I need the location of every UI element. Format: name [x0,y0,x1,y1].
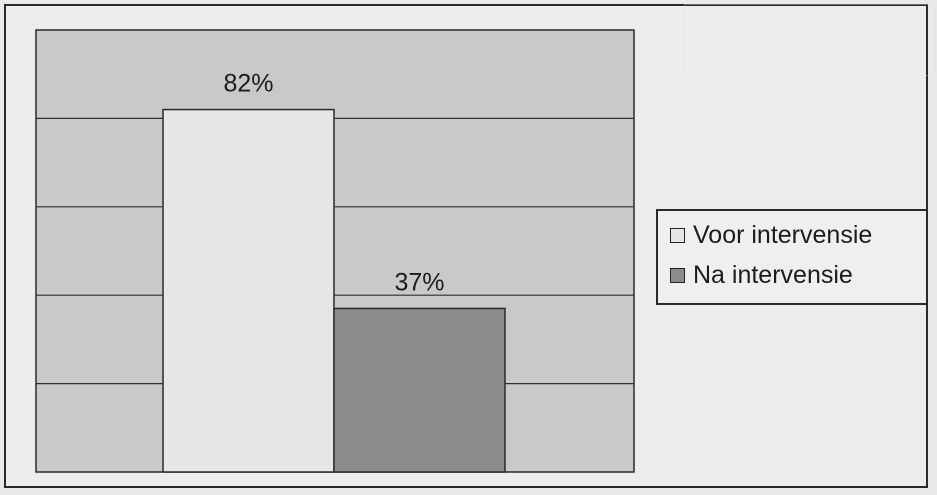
bars [162,108,506,473]
bar-na [333,307,506,473]
bar-voor [162,108,335,473]
bleed-through-legend [684,4,936,76]
gridlines [36,117,634,385]
legend-label-na: Na intervensie [693,261,853,289]
data-label-na: 37% [394,268,444,296]
legend-label-voor: Voor intervensie [693,221,873,249]
legend-swatch-na [670,268,685,283]
legend: Voor intervensie Na intervensie [656,209,928,305]
legend-item-na: Na intervensie [670,261,853,290]
legend-swatch-voor [670,228,685,243]
data-label-voor: 82% [223,70,273,98]
data-labels: 82% 37% [223,70,444,297]
legend-item-voor: Voor intervensie [670,221,872,250]
